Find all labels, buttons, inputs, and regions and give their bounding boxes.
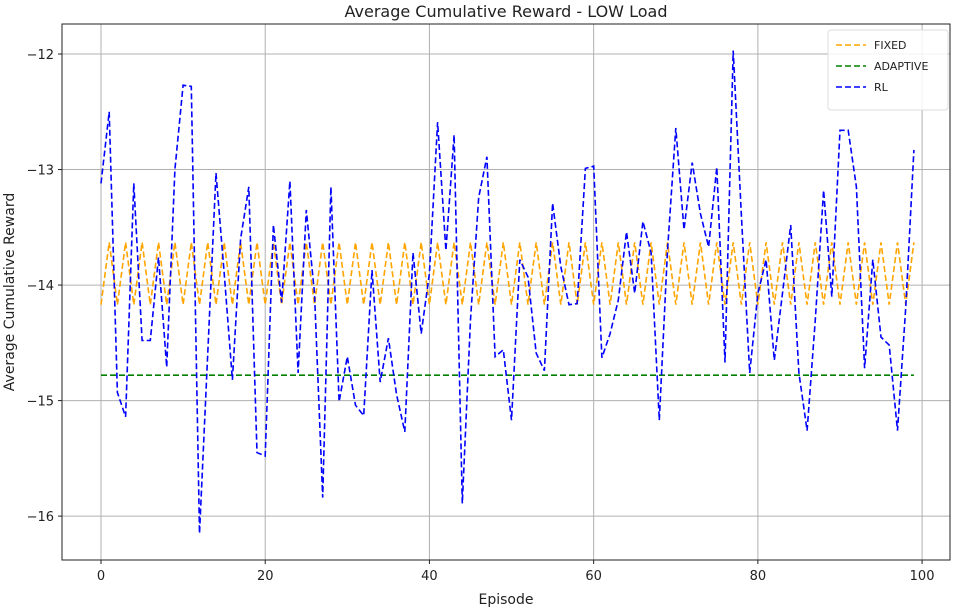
x-tick-label: 60 bbox=[585, 569, 602, 584]
y-tick-label: −15 bbox=[27, 395, 54, 410]
legend-box bbox=[827, 29, 949, 111]
legend-label-adaptive: ADAPTIVE bbox=[874, 60, 928, 73]
series-line-fixed bbox=[100, 242, 915, 305]
axes-frame bbox=[61, 23, 951, 561]
y-tick-label: −13 bbox=[27, 164, 54, 179]
legend: FIXED ADAPTIVE RL bbox=[827, 29, 949, 111]
series-line-rl bbox=[100, 50, 915, 534]
ticks: 0 20 40 60 80 100 −12 −13 −14 −15 −16 bbox=[27, 48, 935, 584]
legend-label-rl: RL bbox=[874, 81, 889, 94]
y-tick-label: −14 bbox=[27, 279, 54, 294]
series-lines bbox=[100, 50, 915, 534]
x-tick-label: 0 bbox=[97, 569, 105, 584]
x-axis-label: Episode bbox=[479, 592, 534, 608]
x-tick-label: 20 bbox=[257, 569, 274, 584]
y-axis-label: Average Cumulative Reward bbox=[2, 193, 18, 391]
chart-title: Average Cumulative Reward - LOW Load bbox=[345, 2, 668, 21]
y-tick-label: −12 bbox=[27, 48, 54, 63]
x-tick-label: 100 bbox=[910, 569, 935, 584]
x-tick-label: 80 bbox=[750, 569, 767, 584]
y-tick-label: −16 bbox=[27, 510, 54, 525]
legend-label-fixed: FIXED bbox=[874, 39, 907, 52]
x-tick-label: 40 bbox=[421, 569, 438, 584]
